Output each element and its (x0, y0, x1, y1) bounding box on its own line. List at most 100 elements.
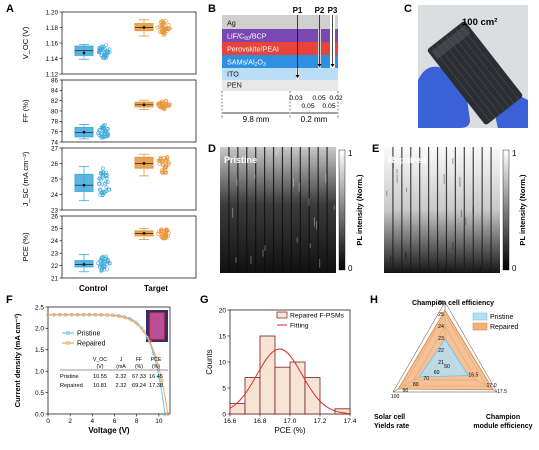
y-tick-label: 1.12 (46, 71, 59, 78)
jv-point (148, 340, 152, 344)
scribe-label: P2 (315, 6, 325, 15)
stack-layer (222, 29, 338, 42)
data-point (158, 29, 162, 34)
radar-axis-title: Champion cell efficiency (412, 300, 494, 307)
data-point (100, 255, 104, 260)
data-point (100, 125, 105, 130)
data-point (102, 55, 107, 60)
panel-d: D Pristine 1 0 PL intensity (Norm.) (208, 143, 364, 273)
y-tick-label: 27 (51, 145, 59, 152)
pl-defect (254, 174, 256, 179)
colorbar-title-e: PL intensity (Norm.) (518, 174, 527, 246)
pl-defect (262, 249, 264, 257)
jv-point (118, 314, 122, 319)
radar-tick-label: 22 (438, 348, 444, 354)
table-cell: 10.81 (93, 383, 107, 389)
pl-defect (250, 255, 252, 264)
y-tick-label: 22 (51, 263, 59, 270)
data-point (102, 46, 107, 51)
stack-layer-label: SAMs/Al2O3 (227, 58, 266, 69)
table-cell: 16.45 (149, 374, 163, 380)
data-point (102, 267, 107, 272)
histogram-bar (289, 361, 306, 415)
table-header: FF (136, 357, 142, 363)
data-point (163, 102, 168, 107)
radar-tick-label: 21 (438, 360, 444, 366)
jv-point (70, 313, 74, 317)
data-point (161, 20, 166, 25)
data-point (99, 268, 104, 272)
stack-layer-label: Perovskite/PEAI (227, 45, 279, 54)
data-point (99, 262, 104, 267)
data-point (160, 25, 165, 30)
histogram-bar (229, 403, 246, 415)
data-point (163, 105, 168, 109)
mean-marker (82, 263, 86, 266)
data-point (159, 227, 164, 232)
subplot-frame (61, 215, 197, 279)
stack-layer (222, 80, 338, 91)
data-point (101, 135, 106, 140)
data-point (157, 162, 162, 166)
pl-defect (319, 259, 321, 268)
panel-letter-g: G (200, 294, 209, 306)
radar-tick-label: 100 (391, 394, 400, 400)
pl-colorbar-pristine (338, 149, 346, 271)
x-tick-label: 10 (155, 418, 163, 425)
scribe-arrowhead (317, 64, 322, 67)
table-header: PCE (151, 357, 162, 363)
table-cell: Pristine (60, 374, 79, 380)
table-header-unit: (%) (135, 364, 143, 370)
module-area-label: 100 cm² (462, 17, 497, 28)
panel-letter-d: D (208, 143, 216, 155)
pl-defect (313, 217, 315, 228)
y-tick-label: 1.16 (46, 40, 59, 47)
data-point (96, 261, 101, 266)
width-label: 0.02 (329, 95, 342, 102)
data-point (161, 170, 165, 175)
data-point (163, 168, 167, 173)
y-tick-label: 21 (51, 275, 59, 282)
pl-defect (396, 174, 398, 184)
table-header-unit: (V) (97, 364, 104, 370)
data-point (160, 22, 165, 27)
radar-tick-label: 50 (444, 364, 450, 370)
data-point (103, 181, 108, 186)
data-point (101, 264, 106, 268)
table-cell: 17.38 (149, 383, 163, 389)
box (74, 173, 94, 192)
panel-letter-e: E (372, 143, 379, 155)
data-point (104, 173, 109, 177)
data-point (96, 50, 101, 55)
module-photo (427, 21, 523, 125)
mean-marker (82, 130, 86, 134)
mean-marker (82, 184, 86, 187)
jv-point (82, 313, 86, 317)
jv-point (142, 329, 146, 334)
data-point (159, 229, 163, 234)
jv-point (88, 313, 92, 317)
pl-defect (452, 241, 454, 251)
stack-layer (222, 42, 338, 55)
y-tick-label: 78 (51, 119, 59, 126)
y-tick-label: 84 (51, 88, 59, 95)
data-point (165, 155, 170, 159)
mean-marker (142, 162, 146, 165)
data-point (161, 163, 165, 167)
radar-tick-label: 23 (438, 336, 444, 342)
table-cell: 2.32 (116, 383, 127, 389)
table-cell: 10.55 (93, 374, 107, 380)
y-tick-label: 26 (51, 161, 59, 168)
y-tick-label: 74 (51, 139, 59, 146)
legend-swatch (472, 312, 488, 321)
y-tick-label: 0.0 (35, 411, 44, 418)
jv-point (124, 316, 128, 320)
jv-point (157, 375, 161, 379)
data-point (165, 162, 170, 167)
data-point (162, 105, 167, 110)
table-header-unit: (%) (152, 364, 160, 370)
data-point (103, 50, 107, 55)
pl-defect (275, 151, 277, 157)
mean-marker (142, 232, 146, 235)
histogram-bar (274, 366, 291, 415)
